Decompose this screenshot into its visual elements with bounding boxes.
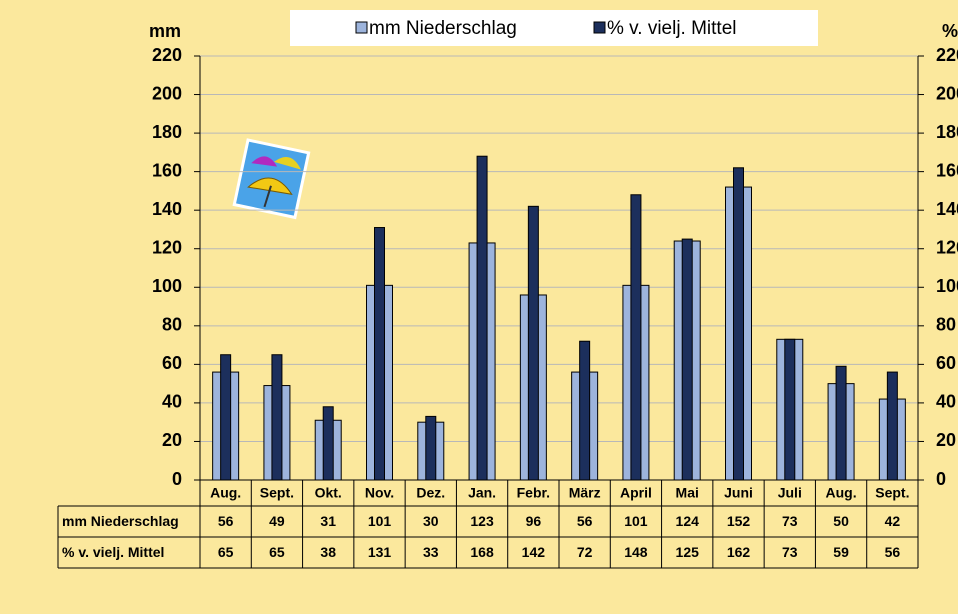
table-row-label: mm Niederschlag	[62, 513, 179, 529]
y2-tick-label: 220	[936, 45, 958, 65]
bar	[426, 416, 436, 480]
bar	[272, 355, 282, 480]
bar	[836, 366, 846, 480]
y-tick-label: 200	[152, 83, 182, 103]
x-tick-label: Juni	[724, 485, 753, 501]
legend-label: mm Niederschlag	[369, 18, 517, 39]
table-value: 65	[269, 544, 285, 560]
y2-tick-label: 120	[936, 237, 958, 257]
x-tick-label: Sept.	[260, 485, 294, 501]
y-axis-label: mm	[149, 21, 181, 41]
y-tick-label: 80	[162, 315, 182, 335]
y-tick-label: 40	[162, 392, 182, 412]
bar	[323, 407, 333, 480]
x-tick-label: Jan.	[468, 485, 496, 501]
table-value: 152	[727, 513, 751, 529]
y2-tick-label: 20	[936, 430, 956, 450]
y-tick-label: 180	[152, 122, 182, 142]
table-value: 162	[727, 544, 751, 560]
y-tick-label: 160	[152, 160, 182, 180]
umbrella-icon	[234, 140, 308, 217]
table-value: 50	[833, 513, 849, 529]
y2-tick-label: 200	[936, 83, 958, 103]
legend-swatch	[356, 22, 367, 33]
y2-tick-label: 80	[936, 315, 956, 335]
y-tick-label: 120	[152, 237, 182, 257]
x-tick-label: Mai	[676, 485, 699, 501]
x-tick-label: April	[620, 485, 652, 501]
y-tick-label: 0	[172, 469, 182, 489]
table-value: 56	[885, 544, 901, 560]
bar	[477, 156, 487, 480]
y2-tick-label: 60	[936, 353, 956, 373]
table-value: 59	[833, 544, 849, 560]
x-tick-label: Nov.	[365, 485, 394, 501]
y2-tick-label: 0	[936, 469, 946, 489]
y-tick-label: 20	[162, 430, 182, 450]
bar	[221, 355, 231, 480]
table-row-label: % v. vielj. Mittel	[62, 544, 164, 560]
table-value: 73	[782, 544, 798, 560]
table-value: 131	[368, 544, 392, 560]
y2-tick-label: 140	[936, 199, 958, 219]
y2-tick-label: 40	[936, 392, 956, 412]
y-tick-label: 220	[152, 45, 182, 65]
table-value: 38	[320, 544, 336, 560]
chart: mm % 0 20 40 60 80 100 120 140 160 180 200 220 0 20 40…	[0, 0, 958, 614]
table-value: 30	[423, 513, 439, 529]
table-value: 31	[320, 513, 336, 529]
table-value: 168	[470, 544, 494, 560]
table-value: 33	[423, 544, 439, 560]
bar	[785, 339, 795, 480]
x-tick-label: Febr.	[517, 485, 550, 501]
table-value: 148	[624, 544, 648, 560]
table-value: 65	[218, 544, 234, 560]
y2-tick-label: 100	[936, 276, 958, 296]
x-tick-label: März	[569, 485, 601, 501]
bar	[682, 239, 692, 480]
x-tick-label: Okt.	[315, 485, 342, 501]
legend-label: % v. vielj. Mittel	[607, 18, 737, 39]
bar	[734, 168, 744, 480]
y2-axis-label: %	[942, 21, 958, 41]
y-tick-label: 60	[162, 353, 182, 373]
table-value: 42	[885, 513, 901, 529]
table-value: 101	[368, 513, 392, 529]
y2-tick-label: 180	[936, 122, 958, 142]
page: {"chart_data": {"type": "bar", "y_label"…	[0, 0, 958, 614]
table-value: 56	[577, 513, 593, 529]
bar	[580, 341, 590, 480]
x-tick-label: Aug.	[210, 485, 241, 501]
table-value: 49	[269, 513, 285, 529]
bar	[375, 228, 385, 480]
table-value: 142	[522, 544, 546, 560]
y2-tick-label: 160	[936, 160, 958, 180]
table-value: 125	[676, 544, 700, 560]
legend-swatch	[594, 22, 605, 33]
bar	[887, 372, 897, 480]
table-value: 96	[526, 513, 542, 529]
x-tick-label: Dez.	[416, 485, 445, 501]
table-value: 101	[624, 513, 648, 529]
bar	[631, 195, 641, 480]
bar	[528, 206, 538, 480]
y-tick-label: 140	[152, 199, 182, 219]
x-tick-label: Aug.	[826, 485, 857, 501]
y-tick-label: 100	[152, 276, 182, 296]
table-value: 72	[577, 544, 593, 560]
table-value: 123	[470, 513, 494, 529]
table-value: 124	[676, 513, 700, 529]
x-tick-label: Sept.	[875, 485, 909, 501]
table-value: 56	[218, 513, 234, 529]
table-value: 73	[782, 513, 798, 529]
x-tick-label: Juli	[778, 485, 802, 501]
